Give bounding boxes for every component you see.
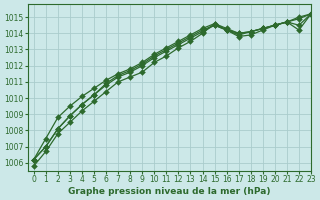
X-axis label: Graphe pression niveau de la mer (hPa): Graphe pression niveau de la mer (hPa) (68, 187, 271, 196)
